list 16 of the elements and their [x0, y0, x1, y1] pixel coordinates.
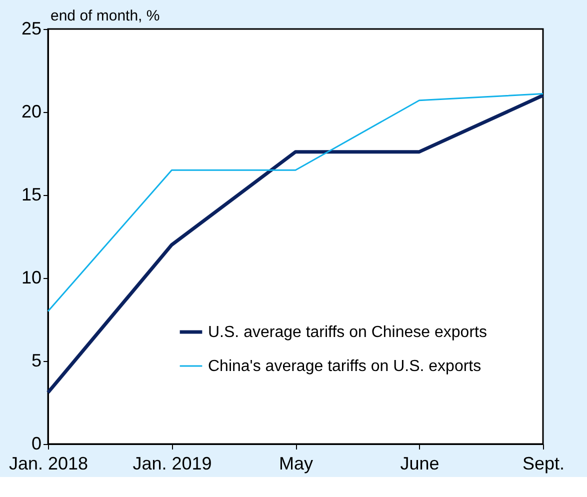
y-tick-label: 20: [21, 102, 42, 122]
y-axis-title: end of month, %: [50, 8, 160, 24]
x-tick-label: May: [278, 454, 314, 474]
y-tick-label: 10: [21, 268, 42, 288]
x-tick-label: Jan. 2018: [8, 454, 88, 474]
line-series: [47, 92, 544, 312]
legend-label: China's average tariffs on U.S. exports: [208, 358, 482, 375]
y-tick-label: 5: [31, 350, 42, 370]
x-tick-label: Sept.: [522, 454, 565, 474]
y-tick-label: 25: [21, 18, 42, 38]
y-tick-label: 15: [21, 184, 42, 204]
legend-label: U.S. average tariffs on Chinese exports: [208, 324, 487, 341]
x-tick-label: June: [400, 454, 440, 474]
line-series: [46, 94, 545, 394]
x-tick-label: Jan. 2019: [132, 454, 212, 474]
y-tick-label: 0: [31, 434, 42, 454]
